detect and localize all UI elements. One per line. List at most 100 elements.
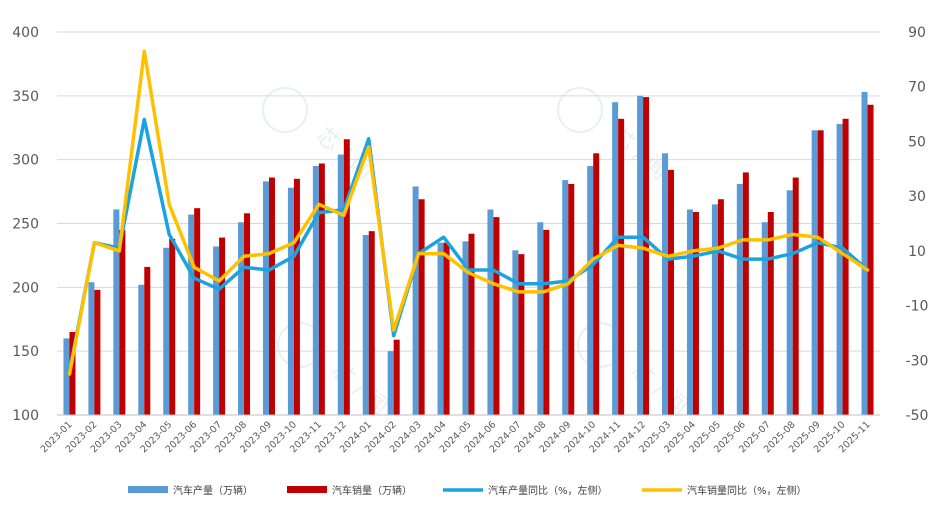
production-bar (836, 123, 843, 416)
production-bar (138, 284, 145, 415)
sales-bar (268, 177, 275, 415)
sales-bar (493, 217, 500, 415)
watermark: 芯 / 闻芯 / 闻芯 / 闻芯 / 闻 (262, 87, 692, 420)
production-bar (711, 204, 718, 415)
production-bar (362, 234, 369, 415)
right-axis-tick-label: 90 (908, 25, 926, 41)
watermark-text: 芯 / 闻 (326, 358, 392, 419)
legend-item-production: 汽车产量（万辆） (128, 484, 253, 497)
production-bar (761, 222, 768, 415)
production-bar (861, 92, 868, 416)
production-bar (113, 209, 120, 415)
right-axis-tick-label: 70 (908, 80, 926, 96)
sales-bar (293, 178, 300, 415)
production-yoy-line (67, 117, 870, 373)
production-bar (686, 209, 693, 415)
right-axis-tick-label: -50 (906, 408, 929, 424)
legend-label: 汽车产量同比（%，左侧） (488, 484, 608, 497)
legend-item-production-yoy: 汽车产量同比（%，左侧） (443, 484, 608, 497)
sales-bar (418, 199, 425, 415)
sales-bar (668, 169, 675, 415)
watermark-text: 芯 / 闻 (626, 358, 692, 419)
left-axis-tick-label: 150 (12, 344, 39, 360)
production-bar (562, 180, 569, 415)
legend-label: 汽车产量（万辆） (173, 484, 253, 497)
production-bar (163, 247, 170, 415)
sales-yoy-line (67, 49, 870, 376)
production-bar (262, 181, 269, 415)
right-axis-tick-label: -10 (906, 299, 929, 315)
legend: 汽车产量（万辆） 汽车销量（万辆） 汽车产量同比（%，左侧） 汽车销量同比（%，左侧） (128, 484, 807, 497)
sales-bar (593, 153, 600, 416)
sales-bar (194, 208, 201, 415)
sales-bar (867, 104, 874, 416)
legend-item-sales: 汽车销量（万辆） (287, 484, 412, 497)
sales-bar (568, 183, 575, 415)
sales-bar (643, 97, 650, 416)
production-bar (213, 246, 220, 415)
sales-bar (443, 242, 450, 415)
sales-bar (468, 233, 475, 415)
sales-bar (244, 213, 251, 415)
production-bar (412, 186, 419, 415)
sales-bar (717, 199, 724, 415)
sales-bar (767, 212, 774, 415)
sales-bar (343, 139, 350, 416)
left-axis-tick-label: 300 (12, 153, 39, 169)
sales-bar (842, 118, 849, 416)
sales-bar (69, 332, 76, 415)
production-bar (537, 222, 544, 415)
legend-item-sales-yoy: 汽车销量同比（%，左侧） (642, 484, 807, 497)
production-bar (88, 282, 95, 415)
legend-label: 汽车销量（万辆） (332, 484, 412, 497)
sales-bar (119, 229, 126, 415)
left-axis-tick-label: 250 (12, 217, 39, 233)
production-bar (462, 241, 469, 415)
deer-logo-icon (262, 87, 308, 133)
production-bar (811, 130, 818, 415)
legend-swatch (128, 486, 168, 493)
production-bar (63, 338, 70, 415)
sales-bar (368, 231, 375, 415)
right-axis-tick-label: -30 (906, 353, 929, 369)
sales-bar (219, 237, 226, 415)
sales-bar (742, 172, 749, 415)
production-bar (637, 95, 644, 415)
bar-series (63, 92, 874, 416)
sales-bar (94, 289, 101, 415)
sales-bar (393, 339, 400, 415)
production-bar (662, 153, 669, 416)
sales-bar (543, 229, 550, 415)
production-bar (287, 187, 294, 415)
left-axis-tick-label: 100 (12, 408, 39, 424)
production-bar (188, 214, 195, 415)
sales-bar (618, 118, 625, 416)
sales-bar (318, 163, 325, 415)
production-bar (312, 166, 319, 415)
sales-bar (518, 254, 525, 415)
deer-logo-icon (557, 87, 603, 133)
left-axis-tick-label: 350 (12, 89, 39, 105)
production-bar (387, 351, 394, 415)
sales-bar (144, 266, 151, 415)
right-axis-tick-label: 30 (908, 189, 926, 205)
production-bar (786, 190, 793, 415)
sales-bar (792, 177, 799, 415)
sales-bar (817, 130, 824, 415)
production-bar (612, 102, 619, 415)
legend-swatch (287, 486, 327, 493)
line-series (67, 49, 870, 376)
left-axis-tick-label: 400 (12, 25, 39, 41)
production-bar (487, 209, 494, 415)
production-bar (337, 154, 344, 415)
production-bar (736, 183, 743, 415)
legend-label: 汽车销量同比（%，左侧） (687, 484, 807, 497)
production-bar (437, 242, 444, 415)
right-axis-tick-label: 10 (908, 244, 926, 260)
production-bar (512, 250, 519, 415)
sales-bar (692, 212, 699, 415)
production-bar (238, 222, 245, 415)
production-bar (587, 166, 594, 415)
